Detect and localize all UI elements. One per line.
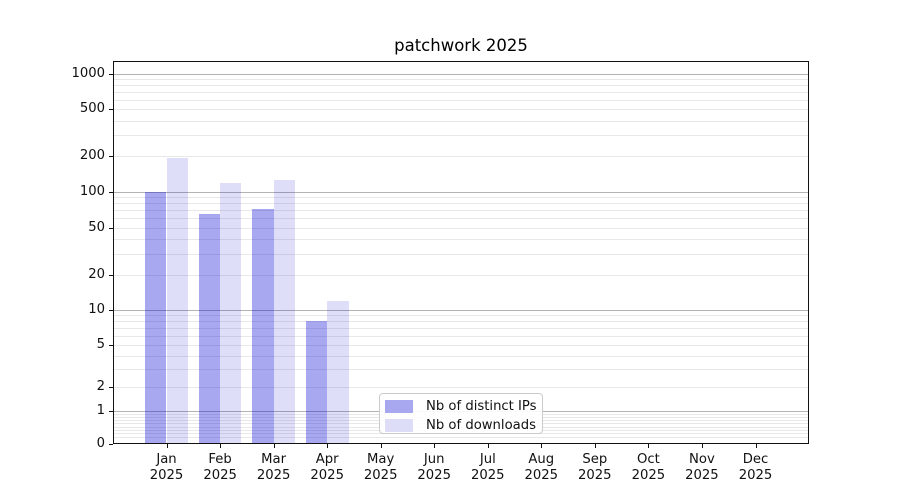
- x-tick-label: Dec 2025: [738, 452, 773, 483]
- x-tick-label: Jan 2025: [149, 452, 184, 483]
- chart-title: patchwork 2025: [394, 36, 528, 55]
- x-tick-mark: [594, 444, 596, 448]
- x-tick-label: May 2025: [363, 452, 398, 483]
- legend-label: Nb of distinct IPs: [426, 399, 537, 414]
- plot-border: [113, 61, 809, 444]
- x-tick-mark: [541, 444, 543, 448]
- legend: Nb of distinct IPs Nb of downloads: [379, 393, 543, 434]
- x-tick-label: Nov 2025: [685, 452, 719, 483]
- y-tick-label: 0: [96, 435, 105, 451]
- x-tick-label: Apr 2025: [310, 452, 344, 483]
- x-tick-label: Jun 2025: [417, 452, 451, 483]
- x-tick-label: Aug 2025: [524, 452, 559, 483]
- x-tick-label: Feb 2025: [203, 452, 237, 483]
- y-tick-label: 50: [88, 219, 105, 235]
- x-tick-mark: [166, 444, 168, 448]
- x-tick-mark: [220, 444, 222, 448]
- legend-row: Nb of distinct IPs: [385, 397, 542, 416]
- y-tick-label: 1: [96, 403, 105, 419]
- legend-swatch-icon: [385, 400, 413, 413]
- x-tick-label: Oct 2025: [631, 452, 666, 483]
- x-tick-label: Jul 2025: [471, 452, 505, 483]
- y-tick-label: 100: [79, 183, 105, 199]
- y-tick-label: 500: [79, 101, 105, 117]
- y-tick-label: 1000: [71, 65, 105, 81]
- y-tick-label: 200: [79, 148, 105, 164]
- x-tick-mark: [755, 444, 757, 448]
- x-tick-mark: [327, 444, 329, 448]
- x-tick-label: Sep 2025: [578, 452, 612, 483]
- x-tick-mark: [380, 444, 382, 448]
- x-tick-label: Mar 2025: [256, 452, 291, 483]
- legend-label: Nb of downloads: [426, 418, 536, 433]
- x-tick-mark: [701, 444, 703, 448]
- y-tick-label: 5: [96, 336, 105, 352]
- x-tick-mark: [648, 444, 650, 448]
- y-tick-label: 10: [88, 302, 105, 317]
- legend-swatch-icon: [385, 419, 413, 432]
- x-tick-mark: [434, 444, 436, 448]
- x-tick-mark: [273, 444, 275, 448]
- x-tick-mark: [487, 444, 489, 448]
- y-tick-label: 2: [96, 379, 105, 394]
- legend-row: Nb of downloads: [385, 416, 542, 435]
- y-tick-label: 20: [88, 266, 105, 282]
